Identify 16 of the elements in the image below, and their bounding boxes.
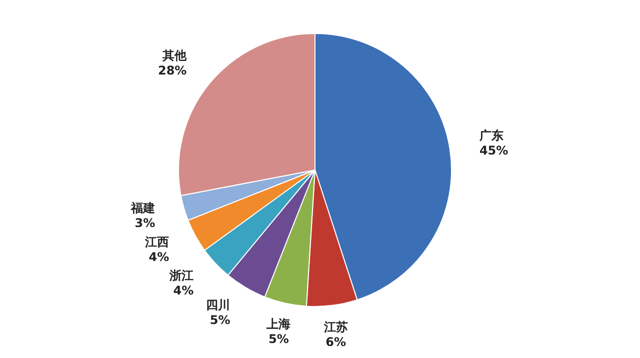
slice-label: 福建: [130, 201, 156, 216]
slice-label: 上海: [266, 317, 291, 332]
data-label: 28%: [158, 63, 187, 78]
slice-label: 江苏: [322, 320, 348, 334]
slice-label: 江西: [144, 234, 170, 249]
slice-label: 其他: [162, 48, 188, 62]
data-label: 6%: [326, 334, 346, 349]
data-label: 5%: [268, 332, 289, 346]
data-label: 4%: [173, 284, 194, 298]
data-label: 5%: [210, 312, 230, 327]
data-label: 4%: [148, 250, 170, 264]
data-label: 3%: [134, 216, 156, 230]
slice-label: 广东: [478, 128, 504, 143]
slice-label: 四川: [206, 298, 230, 312]
data-label: 45%: [479, 144, 508, 158]
slice-label: 浙江: [168, 268, 194, 283]
